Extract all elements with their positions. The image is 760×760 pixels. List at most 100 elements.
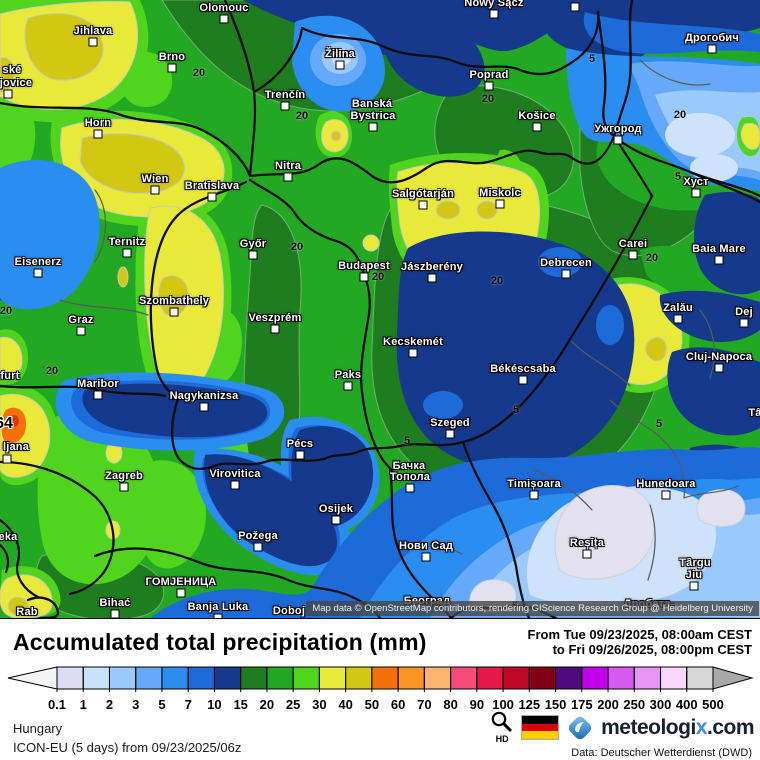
city-marker [561, 269, 571, 279]
city-label: Graz [68, 314, 94, 326]
city-marker [230, 480, 240, 490]
city-label: Хуст [683, 176, 709, 188]
city-label: Reșița [569, 537, 605, 549]
city-label: furt [0, 370, 20, 382]
city-label: Trenčín [264, 89, 306, 101]
city-label: Brno [158, 51, 186, 63]
city-label: Hunedoara [636, 478, 696, 490]
map-attribution: Map data © OpenStreetMap contributors, r… [306, 601, 759, 616]
period-from: From Tue 09/23/2025, 08:00am CEST [527, 627, 752, 642]
city-marker [408, 348, 418, 358]
city-label: Budapest [338, 260, 390, 272]
legend-color-block [397, 666, 425, 690]
city-marker [119, 482, 129, 492]
legend-color-block [686, 666, 714, 690]
germany-flag-icon[interactable] [521, 715, 560, 740]
hd-label: HD [495, 734, 509, 744]
city-marker [484, 81, 494, 91]
city-marker [405, 483, 415, 493]
legend-color-block [161, 666, 189, 690]
city-marker [93, 129, 103, 139]
contour-value-label: 20 [673, 109, 687, 121]
city-label: Poprad [469, 69, 509, 81]
contour-value-label: 20 [371, 271, 385, 283]
legend-tick-label: 500 [702, 697, 724, 712]
legend-color-block [187, 666, 215, 690]
legend-tick-label: 40 [338, 697, 352, 712]
legend-tick-label: 125 [518, 697, 540, 712]
brand-wordmark[interactable]: meteologix.com [601, 716, 754, 740]
city-marker [3, 89, 13, 99]
magnifier-icon [491, 711, 513, 733]
city-label: Jiu [685, 569, 703, 581]
city-label: Salgótarján [391, 188, 455, 200]
palest-zones [469, 485, 746, 614]
legend-color-block [266, 666, 294, 690]
city-label: Požega [238, 530, 278, 542]
city-label: ГОМЈЕНИЦА [145, 576, 217, 588]
contour-value-label: 20 [0, 305, 13, 317]
city-marker [76, 326, 86, 336]
city-label: Jászberény [401, 261, 463, 273]
precipitation-field [0, 0, 760, 618]
legend-color-block [450, 666, 478, 690]
city-marker [280, 101, 290, 111]
legend-color-block [502, 666, 530, 690]
city-marker [532, 122, 542, 132]
city-label: Bystrica [350, 110, 396, 122]
brand-pre: meteologi [601, 715, 696, 739]
city-marker [219, 14, 229, 24]
city-label: Osijek [318, 503, 354, 515]
legend-tick-label: 2 [106, 697, 113, 712]
red-max-core [9, 415, 19, 427]
legend-tick-label: 10 [207, 697, 221, 712]
city-marker [110, 609, 120, 618]
city-marker [33, 268, 43, 278]
city-label: Virovitica [209, 468, 261, 480]
contour-value-label: 20 [490, 275, 504, 287]
city-label: ské [2, 64, 22, 76]
legend-tick-label: 60 [391, 697, 405, 712]
legend-color-block [476, 666, 504, 690]
legend-tick-label: 70 [417, 697, 431, 712]
contour-value-label: 5 [403, 435, 411, 447]
precipitation-map[interactable]: Olomouc Nowy Sącz Jihlava Дрогобич Brno Žilin… [0, 0, 760, 619]
legend-tick-label: 400 [676, 697, 698, 712]
info-panel: Accumulated total precipitation (mm) Fro… [0, 619, 760, 760]
city-marker [167, 63, 177, 73]
period-to: to Fri 09/26/2025, 08:00pm CEST [552, 642, 752, 657]
city-marker [283, 172, 293, 182]
legend-color-block [318, 666, 347, 690]
legend-color-block [82, 666, 110, 690]
city-marker [582, 549, 592, 559]
legend-tick-label: 20 [260, 697, 274, 712]
city-marker [270, 324, 280, 334]
city-marker [570, 2, 580, 12]
city-label: Ternitz [108, 236, 146, 248]
legend-underflow-arrow [7, 666, 58, 690]
city-label: Paks [334, 369, 362, 381]
city-label: eka [0, 531, 18, 543]
city-marker [122, 248, 132, 258]
hd-zoom-block[interactable]: HD [490, 711, 514, 744]
city-marker [714, 363, 724, 373]
legend-overflow-arrow [712, 666, 754, 690]
city-label: Olomouc [199, 2, 249, 14]
legend-color-block [345, 666, 373, 690]
city-marker [714, 255, 724, 265]
city-marker [613, 135, 623, 145]
legend-color-block [607, 666, 635, 690]
city-marker [248, 250, 258, 260]
city-label: Žilina [325, 48, 355, 60]
legend-tick-label: 80 [443, 697, 457, 712]
city-label: Nitra [274, 160, 302, 172]
city-label: Дрогобич [685, 32, 739, 44]
color-scale-legend: 0.1 1 2 3 5 7 10 15 20 25 30 40 50 60 70 80 90 100 125 150 1… [7, 666, 754, 712]
legend-color-block [371, 666, 399, 690]
city-marker [421, 552, 431, 562]
city-label: Carei [618, 238, 648, 250]
city-marker [445, 429, 455, 439]
city-marker [295, 450, 305, 460]
legend-color-block [56, 666, 84, 690]
